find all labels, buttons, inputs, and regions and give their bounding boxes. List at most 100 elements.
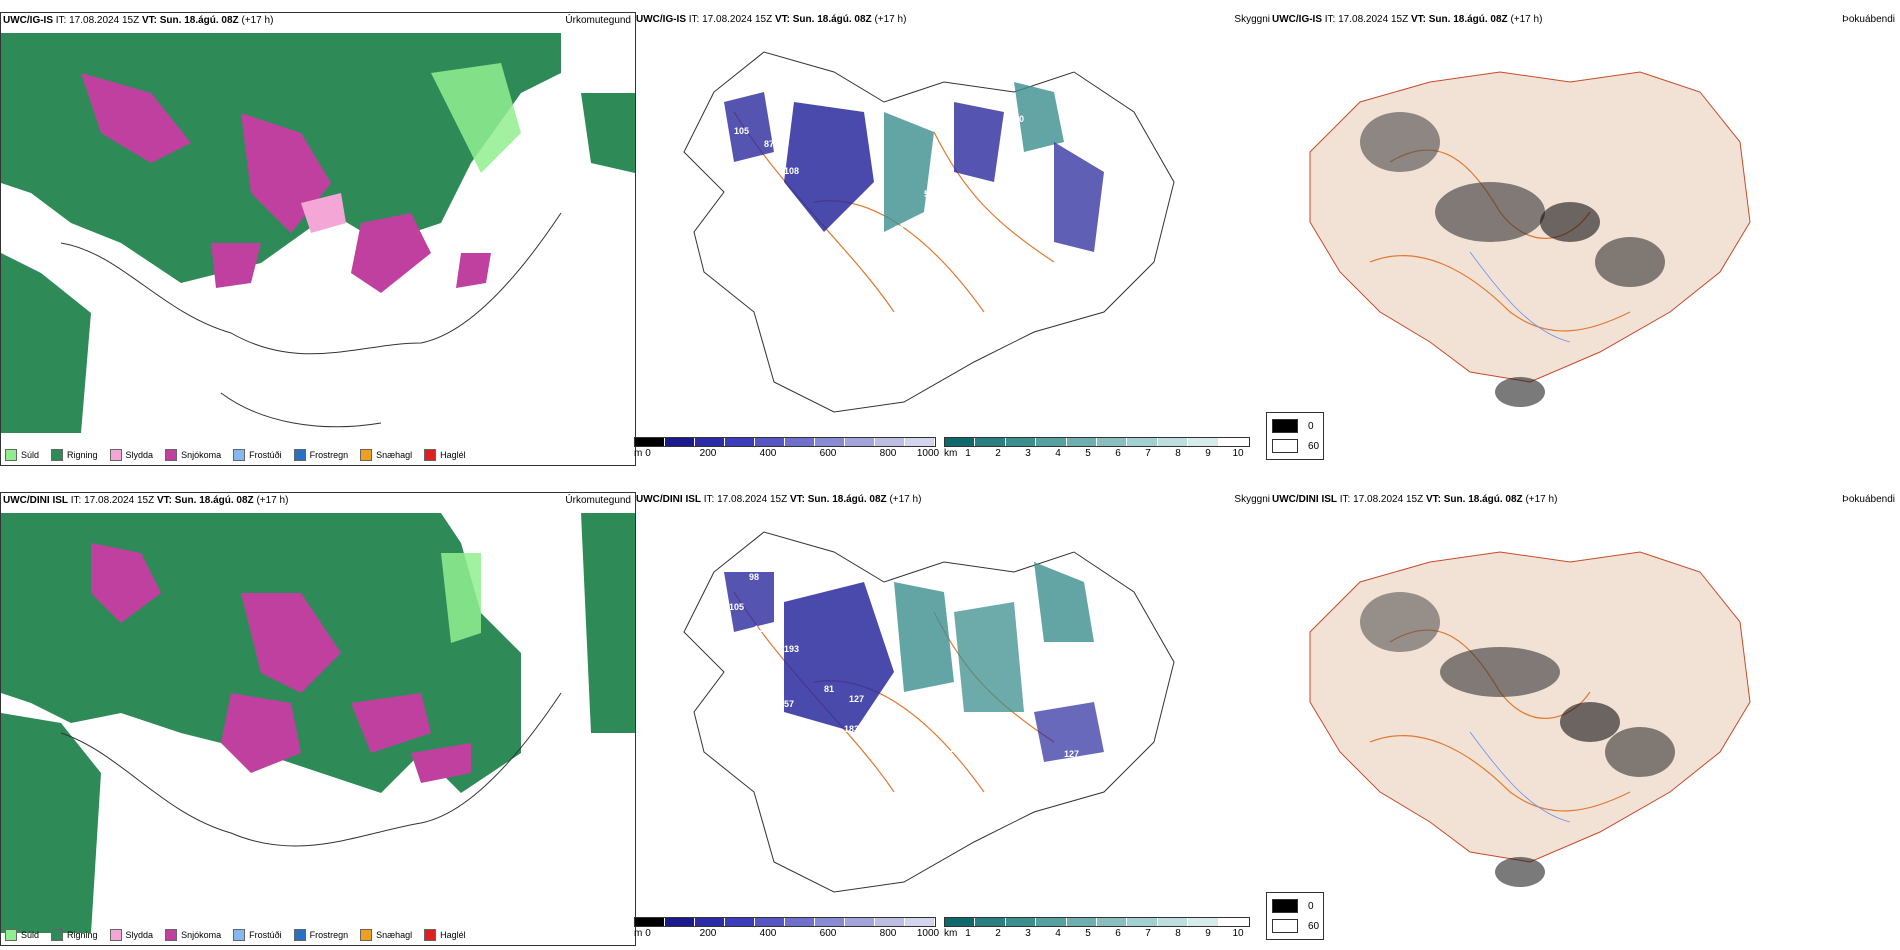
precip-map-bottom — [1, 493, 635, 945]
legend-item: Slydda — [109, 929, 153, 941]
legend-item: Snæhagl — [360, 449, 412, 461]
visibility-tick: 2 — [995, 448, 1001, 459]
legend-item: Rigning — [51, 929, 98, 941]
visibility-tick: 7 — [1145, 448, 1151, 459]
visibility-tick: 9 — [1205, 928, 1211, 939]
svg-text:149: 149 — [1034, 184, 1049, 194]
svg-text:105: 105 — [734, 126, 749, 136]
svg-text:92: 92 — [774, 579, 784, 589]
fog-legend-bottom: 0 60 — [1266, 892, 1324, 940]
ceiling-tick: 600 — [819, 448, 837, 459]
fog-legend-item: 60 — [1272, 439, 1319, 453]
ceiling-tick: 0 — [645, 448, 651, 459]
visibility-tick: 1 — [965, 928, 971, 939]
legend-item: Frostregn — [293, 929, 348, 941]
visibility-tick: 3 — [1025, 928, 1031, 939]
svg-text:128: 128 — [924, 694, 939, 704]
visibility-tick: 4 — [1055, 448, 1061, 459]
ceiling-tick: 800 — [879, 928, 897, 939]
svg-text:94: 94 — [869, 184, 879, 194]
ceiling-unit: m — [634, 448, 643, 459]
svg-text:60: 60 — [1014, 114, 1024, 124]
svg-text:166: 166 — [834, 744, 849, 754]
sky-panel-bottom: 98 92 105 137 193 57 81 127 183 128 208 … — [634, 492, 1270, 944]
svg-text:98: 98 — [749, 572, 759, 582]
legend-item: Súld — [5, 929, 39, 941]
svg-text:198: 198 — [964, 209, 979, 219]
svg-text:183: 183 — [844, 724, 859, 734]
fog-legend-item: 0 — [1272, 419, 1314, 433]
svg-text:57: 57 — [784, 699, 794, 709]
ceiling-tick: 400 — [759, 928, 777, 939]
ceiling-tick: 800 — [879, 448, 897, 459]
svg-text:127: 127 — [1064, 749, 1079, 759]
precip-map-top — [1, 13, 635, 465]
svg-text:208: 208 — [964, 724, 979, 734]
legend-item: Snjókoma — [165, 449, 221, 461]
svg-text:108: 108 — [784, 166, 799, 176]
svg-text:70: 70 — [884, 264, 894, 274]
precip-panel-bottom: UWC/DINI ISL IT: 17.08.2024 15Z VT: Sun.… — [0, 492, 636, 946]
legend-item: Snæhagl — [360, 929, 412, 941]
svg-text:193: 193 — [784, 644, 799, 654]
visibility-tick: 10 — [1232, 928, 1244, 939]
svg-text:78: 78 — [834, 266, 844, 276]
visibility-tick: 8 — [1175, 448, 1181, 459]
svg-text:129: 129 — [799, 219, 814, 229]
visibility-tick: 6 — [1115, 928, 1121, 939]
panel-title-precip: Úrkomutegund — [565, 15, 631, 26]
legend-item: Frostúði — [233, 449, 282, 461]
fog-map-top — [1309, 71, 1751, 407]
visibility-tick: 5 — [1085, 928, 1091, 939]
precip-legend: Súld Rigning Slydda Snjókoma Frostúði Fr… — [5, 449, 466, 461]
visibility-tick: 7 — [1145, 928, 1151, 939]
visibility-tick: 3 — [1025, 448, 1031, 459]
ceiling-tick: 200 — [699, 928, 717, 939]
svg-text:81: 81 — [824, 684, 834, 694]
legend-item: Slydda — [109, 449, 153, 461]
fog-panel-top: UWC/IG-IS IT: 17.08.2024 15Z VT: Sun. 18… — [1270, 12, 1900, 464]
ceiling-tick: 400 — [759, 448, 777, 459]
panel-header: UWC/IG-IS IT: 17.08.2024 15Z VT: Sun. 18… — [3, 15, 274, 26]
precip-legend: Súld Rigning Slydda Snjókoma Frostúði Fr… — [5, 929, 466, 941]
svg-text:87: 87 — [764, 139, 774, 149]
svg-text:53: 53 — [924, 189, 934, 199]
ceiling-tick: 600 — [819, 928, 837, 939]
panel-header: UWC/DINI ISL IT: 17.08.2024 15Z VT: Sun.… — [3, 495, 289, 506]
fog-legend-item: 0 — [1272, 899, 1314, 913]
sky-panel-top: 115 105 87 108 129 58 94 67 53 198 60 14… — [634, 12, 1270, 464]
legend-item: Rigning — [51, 449, 98, 461]
sky-map-top: 115 105 87 108 129 58 94 67 53 198 60 14… — [683, 51, 1175, 413]
ceiling-tick: 1000 — [916, 928, 940, 939]
ceiling-tick: 0 — [645, 928, 651, 939]
visibility-tick: 6 — [1115, 448, 1121, 459]
visibility-tick: 1 — [965, 448, 971, 459]
visibility-tick: 5 — [1085, 448, 1091, 459]
visibility-tick: 10 — [1232, 448, 1244, 459]
visibility-unit: km — [944, 448, 958, 459]
ceiling-tick: 1000 — [916, 448, 940, 459]
svg-text:192: 192 — [949, 744, 964, 754]
ceiling-colorbar-cells — [634, 437, 936, 447]
visibility-tick: 8 — [1175, 928, 1181, 939]
svg-text:112: 112 — [1044, 274, 1059, 284]
svg-text:61: 61 — [859, 764, 869, 774]
panel-title-sky: Skyggni — [1234, 14, 1270, 25]
svg-text:127: 127 — [849, 694, 864, 704]
panel-header: UWC/DINI ISL IT: 17.08.2024 15Z VT: Sun.… — [1272, 494, 1558, 505]
panel-title-fog: Þokuábendi — [1842, 14, 1895, 25]
legend-item: Snjókoma — [165, 929, 221, 941]
fog-panel-bottom: UWC/DINI ISL IT: 17.08.2024 15Z VT: Sun.… — [1270, 492, 1900, 944]
visibility-tick: 4 — [1055, 928, 1061, 939]
sky-map-bottom: 98 92 105 137 193 57 81 127 183 128 208 … — [683, 531, 1175, 893]
legend-item: Haglél — [424, 929, 466, 941]
svg-text:79: 79 — [1034, 639, 1044, 649]
legend-item: Súld — [5, 449, 39, 461]
panel-title-sky: Skyggni — [1234, 494, 1270, 505]
svg-text:115: 115 — [744, 86, 759, 96]
svg-text:58: 58 — [849, 219, 859, 229]
legend-item: Haglél — [424, 449, 466, 461]
legend-item: Frostregn — [293, 449, 348, 461]
ceiling-tick: 200 — [699, 448, 717, 459]
visibility-colorbar-cells — [944, 437, 1250, 447]
